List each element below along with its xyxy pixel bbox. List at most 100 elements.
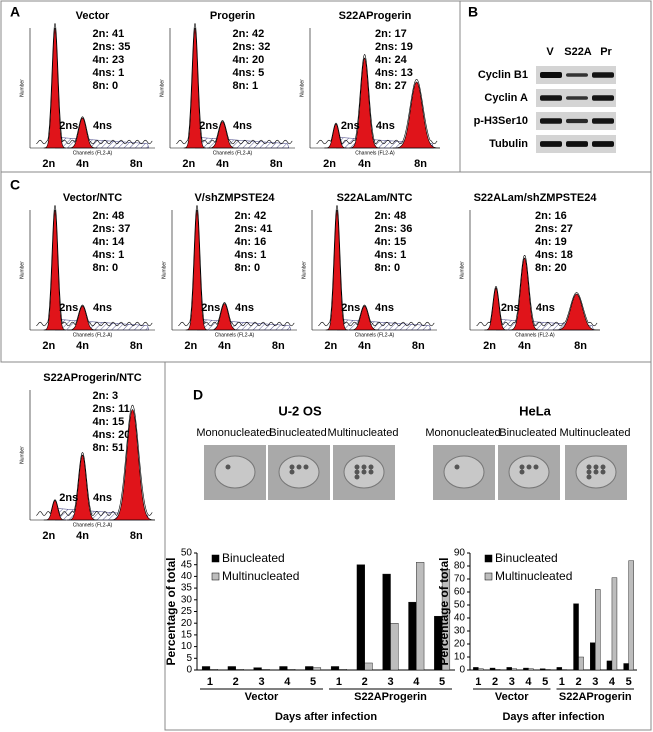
bar — [611, 577, 618, 671]
stat-line: 2n: 16 — [535, 210, 567, 222]
y-tick-label: 0 — [186, 665, 192, 676]
stat-line: 4n: 19 — [535, 236, 567, 248]
nucleus — [354, 474, 360, 480]
y-tick-label: 40 — [181, 571, 193, 582]
peak — [43, 27, 67, 149]
row-label: Cyclin A — [484, 92, 528, 104]
bar — [494, 669, 501, 671]
nucleus — [519, 464, 525, 470]
nucleus — [600, 464, 606, 470]
histogram-outline — [476, 254, 598, 327]
nucleus — [361, 469, 367, 475]
x-tick-label: 1 — [207, 676, 213, 688]
nucleus — [225, 464, 231, 470]
stat-line: 4n: 24 — [375, 54, 408, 66]
ploidy-label: 8n — [130, 340, 143, 352]
stat-line: 4n: 23 — [93, 54, 125, 66]
cell-line-title: U-2 OS — [278, 403, 322, 418]
ploidy-label: 4n — [216, 158, 229, 170]
nucleus — [526, 464, 532, 470]
y-tick-label: 20 — [454, 639, 466, 650]
x-tick-label: 2 — [362, 676, 368, 688]
axis-title: Channels (FL2-A) — [355, 332, 395, 338]
x-tick-label: 3 — [258, 676, 264, 688]
band — [540, 95, 562, 101]
x-tick-label: 4 — [413, 676, 420, 688]
peak-label: 2ns — [59, 120, 78, 132]
nucleus — [593, 469, 599, 475]
peak — [185, 209, 209, 331]
legend-label: Multinucleated — [222, 569, 299, 583]
bar — [489, 667, 496, 671]
histogram-title: Vector/NTC — [63, 192, 122, 204]
bar — [253, 667, 262, 671]
y-tick-label: 40 — [454, 613, 466, 624]
bar — [209, 669, 218, 671]
y-tick-label: 80 — [454, 561, 466, 572]
bar — [382, 573, 391, 671]
stat-line: 2ns: 37 — [93, 223, 131, 235]
bar — [312, 667, 322, 671]
stat-line: 2n: 42 — [233, 28, 265, 40]
ploidy-label: 4n — [518, 340, 531, 352]
stat-line: 2ns: 19 — [375, 41, 413, 53]
nucleus — [600, 469, 606, 475]
peak-label: 4ns — [233, 120, 252, 132]
peak — [484, 287, 508, 331]
x-tick-label: 4 — [525, 676, 532, 688]
bar — [330, 666, 340, 671]
stat-line: 8n: 0 — [375, 262, 401, 274]
stat-line: 4ns: 18 — [535, 249, 573, 261]
ploidy-label: 8n — [574, 340, 587, 352]
group-label: S22AProgerin — [354, 691, 427, 703]
image-label: Mononucleated — [196, 427, 271, 439]
bar — [623, 663, 629, 671]
peak — [43, 209, 67, 331]
nucleus — [303, 464, 309, 470]
axis-title: Number — [19, 446, 25, 464]
x-tick-label: 4 — [609, 676, 616, 688]
stat-line: 2ns: 36 — [375, 223, 413, 235]
band — [592, 118, 614, 124]
ploidy-label: 2n — [323, 158, 336, 170]
peak-label: 4ns — [235, 302, 254, 314]
nucleus — [533, 464, 539, 470]
x-tick-label: 4 — [284, 676, 291, 688]
peak — [552, 293, 601, 331]
legend-swatch — [211, 572, 220, 581]
histogram-outline — [318, 205, 435, 327]
x-tick-label: 2 — [492, 676, 498, 688]
bar — [408, 601, 417, 671]
bar — [279, 666, 288, 671]
bar — [511, 668, 517, 671]
y-tick-label: 90 — [454, 548, 466, 559]
stat-line: 8n: 51 — [93, 442, 125, 454]
x-tick-label: 5 — [439, 676, 445, 688]
axis-title: Number — [459, 261, 465, 279]
x-tick-label: 5 — [626, 676, 632, 688]
y-tick-label: 60 — [454, 587, 466, 598]
axis-title: Number — [301, 261, 307, 279]
legend-label: Binucleated — [495, 551, 558, 565]
peak — [183, 27, 207, 149]
stat-line: 4n: 15 — [375, 236, 407, 248]
cell — [278, 455, 320, 489]
bar — [235, 669, 244, 671]
y-tick-label: 25 — [181, 606, 193, 617]
ploidy-label: 4n — [76, 158, 89, 170]
stat-line: 2ns: 32 — [233, 41, 271, 53]
nucleus — [354, 464, 360, 470]
ploidy-label: 2n — [483, 340, 496, 352]
ploidy-label: 2n — [42, 158, 55, 170]
ploidy-label: 8n — [130, 158, 143, 170]
axis-title: Number — [19, 79, 25, 97]
bar — [305, 666, 314, 671]
ploidy-label: 8n — [270, 158, 283, 170]
peak-label: 4ns — [93, 302, 112, 314]
bar — [356, 564, 365, 671]
ploidy-label: 4n — [76, 340, 89, 352]
x-axis-title: Days after infection — [275, 711, 377, 723]
peak-label: 4ns — [536, 302, 555, 314]
y-tick-label: 30 — [181, 594, 193, 605]
row-label: Cyclin B1 — [478, 69, 528, 81]
